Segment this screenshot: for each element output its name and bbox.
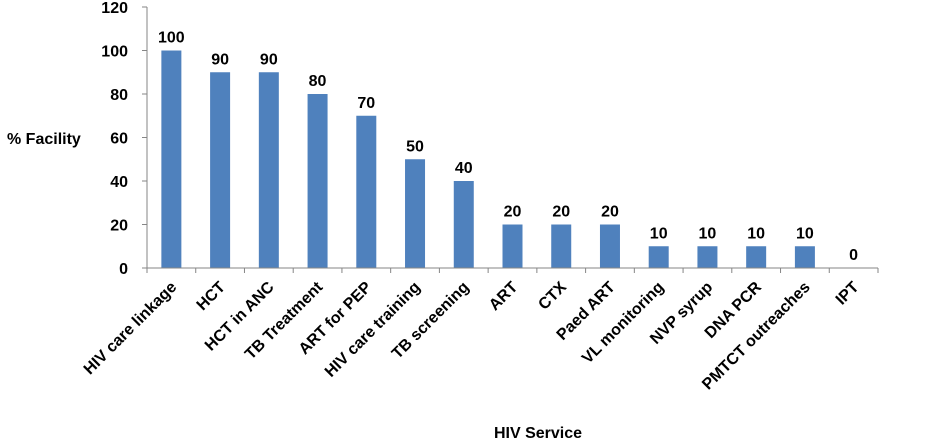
- bar: [161, 50, 182, 268]
- data-label: 20: [552, 204, 570, 221]
- data-label: 90: [260, 51, 278, 68]
- data-label: 0: [849, 247, 858, 264]
- bar: [599, 224, 620, 268]
- data-label: 20: [504, 204, 522, 221]
- category-label: HCT: [194, 279, 229, 314]
- bar: [746, 246, 767, 268]
- data-label: 40: [455, 160, 473, 177]
- data-label: 70: [357, 95, 375, 112]
- data-label: 50: [406, 138, 424, 155]
- x-axis-title: HIV Service: [494, 425, 582, 442]
- bar: [307, 94, 328, 268]
- category-label: ART: [486, 279, 521, 314]
- bars: [161, 50, 815, 268]
- data-label: 20: [601, 204, 619, 221]
- data-label: 90: [211, 51, 229, 68]
- data-label: 10: [747, 225, 765, 242]
- data-label: 10: [796, 225, 814, 242]
- y-tick-label: 40: [110, 174, 128, 191]
- y-tick-label: 120: [101, 0, 128, 17]
- data-label: 10: [650, 225, 668, 242]
- y-tick-label: 80: [110, 87, 128, 104]
- y-tick-label: 60: [110, 131, 128, 148]
- y-tick-label: 20: [110, 218, 128, 235]
- bar: [648, 246, 669, 268]
- y-axis-ticks: 0 20 40 60 80 100 120: [101, 0, 147, 278]
- bar: [453, 181, 474, 268]
- bar: [794, 246, 815, 268]
- x-axis-ticks: [146, 268, 879, 273]
- bar: [210, 72, 231, 268]
- bar: [356, 115, 377, 268]
- category-label: HIV care linkage: [81, 279, 181, 379]
- y-tick-label: 0: [119, 261, 128, 278]
- bar: [405, 159, 426, 268]
- data-label: 10: [699, 225, 717, 242]
- bar: [502, 224, 523, 268]
- category-label: CTX: [535, 279, 570, 314]
- bar: [551, 224, 572, 268]
- category-label: IPT: [833, 279, 863, 309]
- y-tick-label: 100: [101, 44, 128, 61]
- data-label: 100: [158, 30, 185, 47]
- bar: [697, 246, 718, 268]
- bar: [258, 72, 279, 268]
- y-axis-title: % Facility: [7, 131, 81, 148]
- data-label: 80: [309, 73, 327, 90]
